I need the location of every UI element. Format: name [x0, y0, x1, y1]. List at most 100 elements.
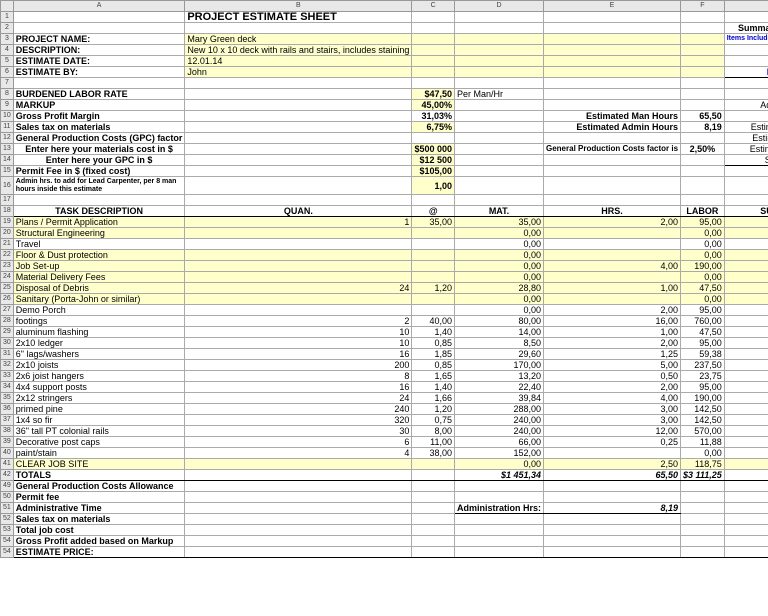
td[interactable]: 170,00	[454, 360, 543, 371]
td[interactable]: 11,00	[412, 437, 455, 448]
td[interactable]	[412, 250, 455, 261]
td[interactable]: 0,00	[454, 272, 543, 283]
val-pname[interactable]: Mary Green deck	[185, 34, 412, 45]
val-gpccost[interactable]: $12 500	[412, 155, 455, 166]
td[interactable]: 1	[724, 228, 768, 239]
val-permit[interactable]: $105,00	[412, 166, 455, 177]
td[interactable]	[724, 426, 768, 437]
td[interactable]: 12,00	[544, 426, 681, 437]
td-desc[interactable]: Structural Engineering	[13, 228, 185, 239]
td[interactable]: 35,00	[412, 217, 455, 228]
td[interactable]: 2	[185, 316, 412, 327]
td-desc[interactable]: primed pine	[13, 404, 185, 415]
td[interactable]: 0,75	[412, 415, 455, 426]
td-desc[interactable]: 2x10 ledger	[13, 338, 185, 349]
td[interactable]	[185, 459, 412, 470]
td[interactable]: 30	[185, 426, 412, 437]
td[interactable]: 0,85	[412, 338, 455, 349]
td[interactable]	[724, 404, 768, 415]
td[interactable]	[724, 316, 768, 327]
td[interactable]: 570,00	[681, 426, 725, 437]
td-desc[interactable]: Decorative post caps	[13, 437, 185, 448]
td[interactable]	[412, 459, 455, 470]
td[interactable]: 3,00	[544, 415, 681, 426]
td[interactable]: 760,00	[681, 316, 725, 327]
td[interactable]: 152,00	[454, 448, 543, 459]
td[interactable]	[544, 294, 681, 305]
td[interactable]: 0,00	[454, 261, 543, 272]
td-desc[interactable]: 6" lags/washers	[13, 349, 185, 360]
td[interactable]	[724, 415, 768, 426]
td[interactable]: 4	[185, 448, 412, 459]
td-desc[interactable]: 2x10 joists	[13, 360, 185, 371]
td[interactable]: 4,00	[544, 393, 681, 404]
td[interactable]: 0,50	[544, 371, 681, 382]
td[interactable]	[724, 305, 768, 316]
td[interactable]: 16,00	[544, 316, 681, 327]
td-desc[interactable]: Disposal of Debris	[13, 283, 185, 294]
spreadsheet-grid[interactable]: ABCDEFGHIJ1PROJECT ESTIMATE SHEET2Summar…	[0, 0, 768, 558]
td[interactable]	[544, 239, 681, 250]
td[interactable]: 29,60	[454, 349, 543, 360]
td[interactable]: 0,85	[412, 360, 455, 371]
td[interactable]: 2,00	[544, 382, 681, 393]
td[interactable]	[724, 250, 768, 261]
td-desc[interactable]: Job Set-up	[13, 261, 185, 272]
td[interactable]: 16	[185, 349, 412, 360]
td[interactable]: 39,84	[454, 393, 543, 404]
td[interactable]: 95,00	[681, 338, 725, 349]
td[interactable]	[185, 239, 412, 250]
td[interactable]: 0,00	[454, 305, 543, 316]
td[interactable]: 13,20	[454, 371, 543, 382]
td[interactable]: 0,00	[681, 294, 725, 305]
td[interactable]: 5,00	[544, 360, 681, 371]
td[interactable]: 2,50	[544, 459, 681, 470]
td[interactable]: 0,00	[681, 228, 725, 239]
td[interactable]: 59,38	[681, 349, 725, 360]
td[interactable]: 10	[185, 327, 412, 338]
td[interactable]: 240	[185, 404, 412, 415]
td[interactable]	[724, 382, 768, 393]
td[interactable]: 1,25	[544, 349, 681, 360]
td[interactable]: 200	[185, 360, 412, 371]
td[interactable]: 1,65	[412, 371, 455, 382]
td[interactable]	[724, 327, 768, 338]
td[interactable]: 288,00	[454, 404, 543, 415]
td[interactable]: 6	[185, 437, 412, 448]
td[interactable]	[724, 261, 768, 272]
td[interactable]: 3,00	[544, 404, 681, 415]
td[interactable]: 1,00	[544, 283, 681, 294]
td[interactable]: 8,00	[412, 426, 455, 437]
td[interactable]: 0,00	[454, 239, 543, 250]
td[interactable]	[724, 437, 768, 448]
td[interactable]	[185, 261, 412, 272]
td[interactable]: 95,00	[681, 217, 725, 228]
td[interactable]: 1,40	[412, 382, 455, 393]
td[interactable]: 1,40	[412, 327, 455, 338]
td[interactable]: 1,20	[412, 404, 455, 415]
td[interactable]	[412, 239, 455, 250]
td[interactable]: 0,00	[681, 272, 725, 283]
val-stm[interactable]: 6,75%	[412, 122, 455, 133]
td[interactable]	[724, 217, 768, 228]
td[interactable]: 1,66	[412, 393, 455, 404]
td[interactable]: 0,00	[454, 459, 543, 470]
td-desc[interactable]: Floor & Dust protection	[13, 250, 185, 261]
td[interactable]: 142,50	[681, 415, 725, 426]
td[interactable]: 95,00	[681, 382, 725, 393]
td[interactable]: 118,75	[681, 459, 725, 470]
td[interactable]: 0,00	[454, 294, 543, 305]
td[interactable]	[544, 448, 681, 459]
td[interactable]: 35,00	[454, 217, 543, 228]
td[interactable]: 0,00	[681, 250, 725, 261]
td[interactable]: 0,00	[454, 250, 543, 261]
td[interactable]: 38,00	[412, 448, 455, 459]
val-matcost[interactable]: $500 000	[412, 144, 455, 155]
td-desc[interactable]: footings	[13, 316, 185, 327]
td[interactable]: 66,00	[454, 437, 543, 448]
td[interactable]	[185, 305, 412, 316]
td-desc[interactable]: CLEAR JOB SITE	[13, 459, 185, 470]
td[interactable]	[724, 371, 768, 382]
td[interactable]: 80,00	[454, 316, 543, 327]
td[interactable]	[544, 250, 681, 261]
